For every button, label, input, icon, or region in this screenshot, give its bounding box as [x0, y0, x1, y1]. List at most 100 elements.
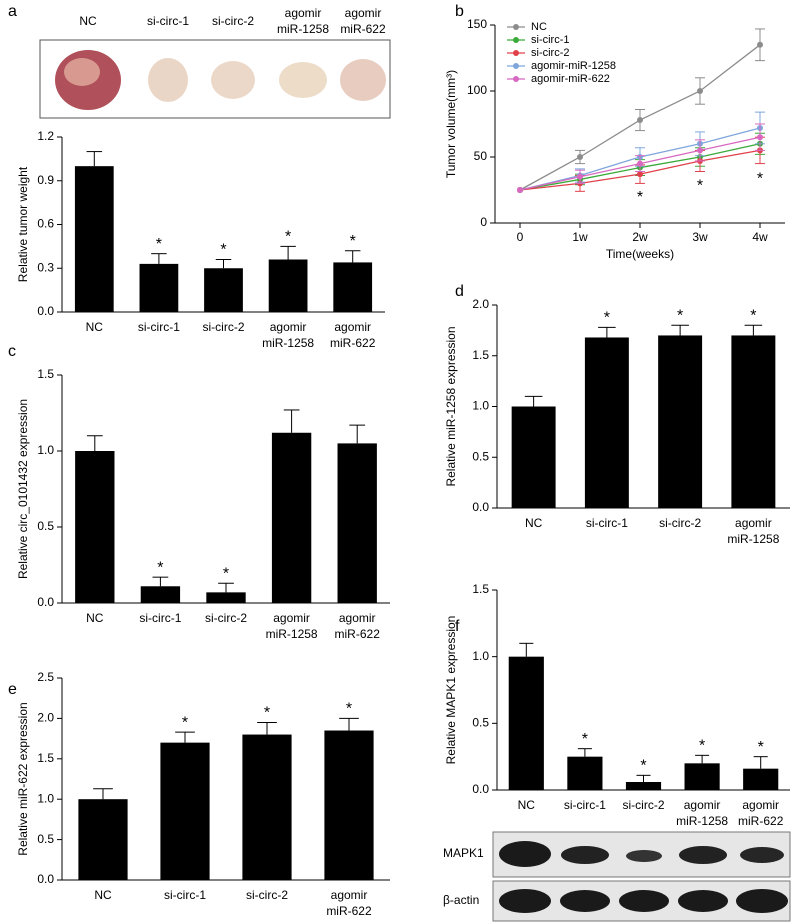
legend-marker [513, 63, 519, 69]
x-tick-label: 0 [517, 230, 524, 244]
error-bar [339, 717, 359, 731]
bar [140, 586, 181, 603]
panel-letter: c [8, 343, 16, 360]
tumor [279, 62, 327, 98]
point [577, 173, 583, 180]
legend-marker [513, 76, 519, 82]
band [740, 847, 784, 863]
point [637, 160, 643, 167]
tumor [211, 61, 255, 99]
y-tick-label: 0.0 [472, 500, 489, 514]
band [679, 846, 727, 864]
x-tick-label: 2w [632, 230, 648, 244]
bar [658, 335, 703, 508]
legend-marker [513, 24, 519, 30]
y-tick-label: 1.0 [37, 443, 54, 457]
bar [160, 742, 210, 880]
significance: * [697, 177, 703, 194]
legend-label: si-circ-2 [531, 47, 570, 59]
significance: * [223, 565, 229, 582]
error-bar [283, 409, 300, 433]
significance: * [637, 189, 643, 206]
bar [625, 782, 662, 790]
bar [242, 734, 292, 880]
tumor-photo [39, 39, 391, 119]
y-axis-label: Relative MAPK1 expression [444, 616, 458, 765]
error-bar [86, 435, 103, 451]
x-tick-label: NC [79, 14, 97, 28]
bar [268, 259, 308, 312]
error-bar [519, 642, 534, 657]
x-tick-label: si-circ-2 [205, 611, 247, 625]
bar [206, 592, 246, 603]
significance: * [750, 308, 756, 325]
x-tick-label: si-circ-1 [139, 611, 181, 625]
blot-label: MAPK1 [443, 846, 484, 860]
y-tick-label: 0.5 [37, 832, 54, 846]
y-tick-label: 1.5 [37, 367, 54, 381]
y-tick-label: 0.0 [37, 304, 54, 318]
error-bar [744, 324, 763, 336]
x-tick-label: NC [525, 516, 543, 530]
y-tick-label: 0.0 [472, 782, 489, 796]
bar [139, 263, 179, 312]
bar [204, 268, 243, 312]
bar [324, 730, 374, 880]
y-tick-label: 1.0 [37, 791, 54, 805]
y-tick-label: 0 [480, 215, 487, 229]
x-tick-label: si-circ-1 [138, 320, 180, 334]
error-bar [695, 754, 710, 764]
band [626, 850, 662, 862]
legend-marker [513, 50, 519, 56]
bar [271, 432, 312, 603]
error-bar [218, 582, 234, 593]
western-blot [492, 831, 791, 922]
tumor [148, 58, 188, 102]
y-tick-label: 100 [467, 83, 487, 97]
band [619, 890, 669, 912]
legend-label: agomir-miR-622 [531, 73, 610, 85]
error-bar [257, 721, 277, 735]
legend-marker [513, 37, 519, 43]
bar [584, 337, 629, 508]
significance: * [582, 731, 588, 748]
error-bar [671, 324, 689, 336]
y-tick-label: 0.0 [37, 595, 54, 609]
band [499, 889, 551, 913]
bar [508, 656, 544, 790]
panel-letter: a [8, 3, 17, 20]
bar [684, 763, 720, 790]
y-tick-label: 2.5 [37, 670, 54, 684]
bar [731, 335, 776, 508]
error-bar [151, 253, 167, 264]
y-tick-label: 0.9 [37, 173, 54, 187]
bar [74, 166, 114, 312]
bar [337, 443, 377, 603]
significance: * [156, 236, 162, 253]
y-axis-label: Relative miR-1258 expression [444, 326, 458, 486]
y-tick-label: 1.5 [472, 582, 489, 596]
y-tick-label: 2.0 [37, 711, 54, 725]
panel-letter: b [455, 3, 464, 20]
x-tick-label: si-circ-1 [147, 14, 189, 28]
y-tick-label: 2.0 [472, 297, 489, 311]
error-bar [152, 576, 169, 587]
point [697, 147, 703, 154]
band [678, 890, 728, 912]
bar [743, 768, 779, 790]
y-tick-label: 0.5 [472, 716, 489, 730]
point [697, 88, 703, 94]
x-tick-label: si-circ-1 [564, 798, 606, 812]
point [757, 134, 763, 141]
legend-label: agomir-miR-1258 [531, 60, 616, 72]
significance: * [677, 308, 683, 325]
error-bar [524, 395, 543, 407]
panel-letter: e [8, 681, 17, 698]
y-axis-label: Relative circ_0101432 expression [16, 399, 30, 579]
legend-label: NC [531, 21, 547, 33]
significance: * [220, 242, 226, 259]
x-tick-label: agomir miR-1258 [277, 6, 329, 36]
significance: * [264, 705, 270, 722]
significance: * [346, 701, 352, 718]
x-axis-label: Time(weeks) [606, 247, 674, 261]
